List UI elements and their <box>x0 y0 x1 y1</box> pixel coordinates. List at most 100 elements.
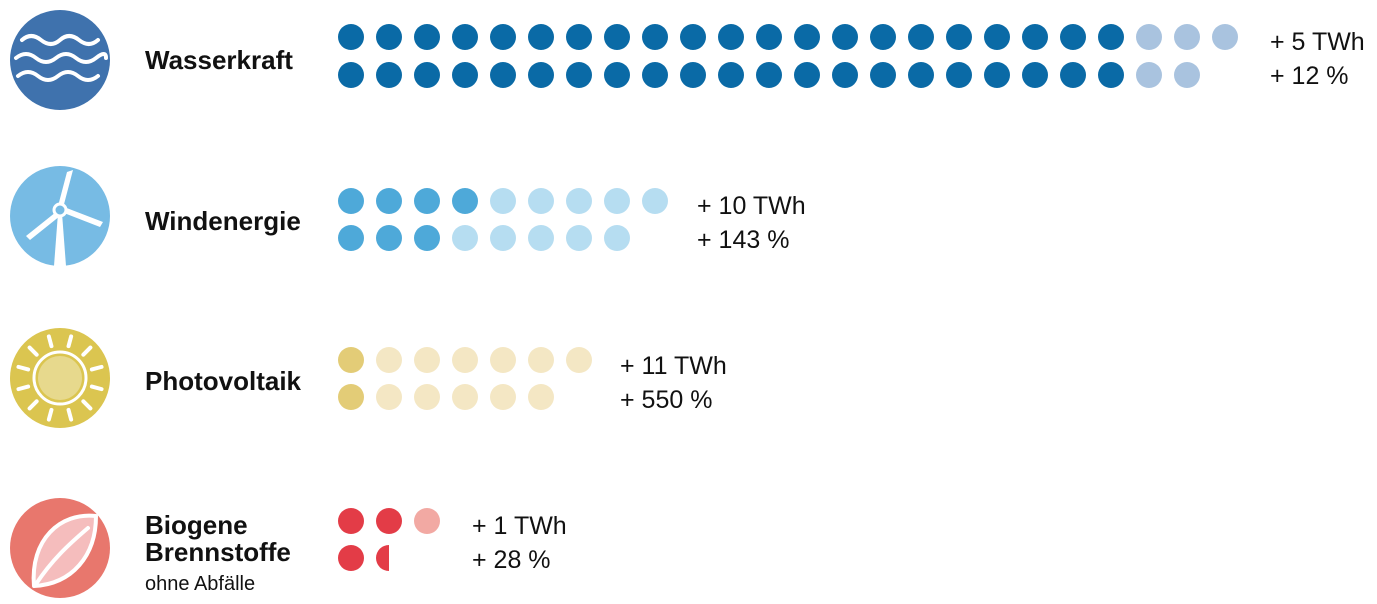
category-sublabel: ohne Abfälle <box>145 573 255 595</box>
dot-light <box>1212 24 1238 50</box>
dot-light <box>414 347 440 373</box>
dot-light <box>1136 24 1162 50</box>
dot-partial <box>376 545 389 571</box>
category-label: Photovoltaik <box>145 366 302 396</box>
increase-pct: + 28 % <box>472 546 551 574</box>
dot-filled <box>718 62 744 88</box>
dot-filled <box>1098 24 1124 50</box>
dot-filled <box>870 62 896 88</box>
dot-filled <box>490 62 516 88</box>
dot-light <box>528 347 554 373</box>
dot-filled <box>604 62 630 88</box>
category-wasserkraft: Wasserkraft + 5 TWh + 12 % <box>10 10 1365 110</box>
dot-filled <box>1022 24 1048 50</box>
dot-filled <box>908 24 934 50</box>
dot-light <box>414 508 440 534</box>
dot-filled <box>376 188 402 214</box>
dot-filled <box>338 384 364 410</box>
dot-filled <box>718 24 744 50</box>
dot-filled <box>642 24 668 50</box>
dot-filled <box>376 225 402 251</box>
dot-filled <box>338 545 364 571</box>
dot-filled <box>528 24 554 50</box>
dot-filled <box>984 24 1010 50</box>
dot-light <box>414 384 440 410</box>
dot-light <box>566 347 592 373</box>
dot-matrix <box>338 188 668 251</box>
dot-matrix <box>338 508 440 571</box>
dot-filled <box>414 225 440 251</box>
dot-light <box>604 225 630 251</box>
dot-filled <box>338 225 364 251</box>
dot-filled <box>490 24 516 50</box>
increase-twh: + 1 TWh <box>472 512 567 540</box>
dot-filled <box>756 24 782 50</box>
dot-filled <box>794 62 820 88</box>
dot-light <box>566 188 592 214</box>
dot-light <box>452 225 478 251</box>
dot-light <box>1136 62 1162 88</box>
dot-light <box>1174 62 1200 88</box>
dot-filled <box>414 188 440 214</box>
dot-filled <box>452 188 478 214</box>
dot-filled <box>452 62 478 88</box>
category-label: Biogene <box>145 510 248 540</box>
leaf-icon <box>10 498 110 598</box>
dot-light <box>528 384 554 410</box>
dot-light <box>490 188 516 214</box>
dot-light <box>490 225 516 251</box>
increase-twh: + 11 TWh <box>620 352 727 380</box>
increase-twh: + 10 TWh <box>697 192 806 220</box>
dot-light <box>376 384 402 410</box>
dot-filled <box>1022 62 1048 88</box>
category-biogene-brennstoffe: Biogene Brennstoffe ohne Abfälle + 1 TWh… <box>10 498 567 598</box>
dot-light <box>452 347 478 373</box>
dot-filled <box>832 62 858 88</box>
increase-pct: + 12 % <box>1270 62 1349 90</box>
dot-filled <box>376 508 402 534</box>
increase-pct: + 143 % <box>697 226 789 254</box>
dot-filled <box>338 347 364 373</box>
dot-filled <box>1060 24 1086 50</box>
dot-filled <box>946 62 972 88</box>
dot-filled <box>452 24 478 50</box>
dot-filled <box>756 62 782 88</box>
category-label: Wasserkraft <box>145 45 293 75</box>
dot-light <box>1174 24 1200 50</box>
dot-light <box>528 188 554 214</box>
dot-filled <box>338 62 364 88</box>
dot-light <box>604 188 630 214</box>
dot-filled <box>908 62 934 88</box>
wind-turbine-icon <box>10 166 110 266</box>
dot-filled <box>338 508 364 534</box>
dot-filled <box>680 62 706 88</box>
increase-pct: + 550 % <box>620 386 712 414</box>
dot-light <box>490 384 516 410</box>
dot-matrix <box>338 24 1238 88</box>
dot-filled <box>984 62 1010 88</box>
dot-filled <box>566 24 592 50</box>
dot-filled <box>642 62 668 88</box>
dot-light <box>490 347 516 373</box>
dot-filled <box>376 24 402 50</box>
dot-filled <box>946 24 972 50</box>
sun-icon <box>10 328 110 428</box>
category-photovoltaik: Photovoltaik + 11 TWh + 550 % <box>10 328 727 428</box>
dot-filled <box>414 62 440 88</box>
dot-filled <box>604 24 630 50</box>
dot-light <box>452 384 478 410</box>
dot-filled <box>1098 62 1124 88</box>
dot-filled <box>1060 62 1086 88</box>
category-windenergie: Windenergie + 10 TWh + 143 % <box>10 166 806 266</box>
dot-filled <box>338 188 364 214</box>
dot-light <box>376 347 402 373</box>
dot-filled <box>338 24 364 50</box>
dot-light <box>528 225 554 251</box>
dot-filled <box>566 62 592 88</box>
dot-light <box>566 225 592 251</box>
category-label-line2: Brennstoffe <box>145 537 291 567</box>
category-label: Windenergie <box>145 206 301 236</box>
dot-filled <box>870 24 896 50</box>
dot-filled <box>414 24 440 50</box>
